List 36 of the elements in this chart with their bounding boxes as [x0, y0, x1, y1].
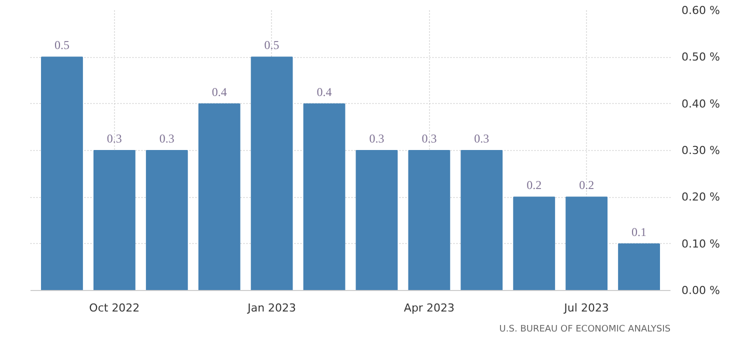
y-tick-label: 0.60 % [682, 4, 720, 17]
y-tick-label: 0.00 % [682, 284, 720, 297]
x-tick-label: Apr 2023 [404, 302, 454, 314]
bar [146, 150, 188, 290]
bar [41, 56, 83, 290]
bar [93, 150, 136, 290]
x-tick-label: Jan 2023 [246, 302, 296, 314]
data-label: 0.3 [369, 132, 384, 146]
bar [566, 196, 608, 290]
data-label: 0.2 [526, 178, 542, 192]
data-label: 0.5 [264, 38, 280, 52]
bar [198, 103, 240, 290]
bar [408, 150, 450, 290]
data-label: 0.2 [579, 178, 594, 192]
data-label: 0.4 [316, 84, 332, 99]
bar [303, 103, 346, 290]
x-tick-label: Oct 2022 [89, 302, 140, 314]
bar [513, 196, 556, 290]
data-label: 0.3 [159, 132, 174, 146]
data-label: 0.3 [422, 132, 437, 146]
bar [618, 243, 660, 290]
bar [460, 150, 503, 290]
data-label: 0.3 [474, 132, 490, 146]
data-label: 0.1 [632, 224, 647, 239]
y-tick-label: 0.40 % [682, 97, 720, 110]
y-tick-label: 0.50 % [682, 50, 720, 64]
data-label: 0.5 [54, 38, 70, 52]
data-label: 0.4 [212, 84, 227, 99]
bar [250, 56, 293, 290]
y-tick-label: 0.10 % [682, 237, 720, 250]
x-tick-label: Jul 2023 [563, 302, 609, 314]
y-tick-label: 0.20 % [682, 190, 720, 204]
bar [356, 150, 398, 290]
data-label: 0.3 [106, 132, 122, 146]
y-tick-label: 0.30 % [682, 144, 720, 157]
text: U.S. BUREAU OF ECONOMIC ANALYSIS [499, 324, 671, 334]
